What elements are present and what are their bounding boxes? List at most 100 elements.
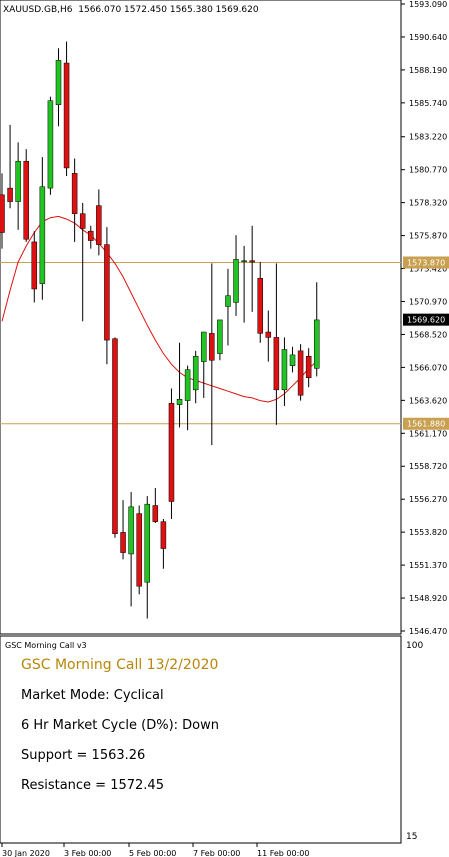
- candle-20: [160, 518, 167, 569]
- indicator-scale-top: 100: [406, 641, 423, 651]
- candle-28: [225, 268, 231, 346]
- bull-candle-body: [217, 319, 223, 354]
- indicator-scale-bottom: 15: [406, 832, 417, 842]
- y-tick-label: 1573.420: [409, 265, 447, 274]
- candle-17: [136, 505, 142, 595]
- candle-31: [249, 225, 255, 312]
- y-tick-label: 1566.070: [409, 363, 447, 372]
- bull-candle-body: [225, 295, 231, 307]
- bear-candle-body: [31, 241, 38, 290]
- bear-candle-body: [96, 205, 102, 245]
- bull-candle-body: [15, 160, 21, 202]
- y-tick-label: 1563.620: [409, 396, 447, 405]
- bear-candle-body: [7, 187, 13, 202]
- candle-30: [241, 245, 247, 323]
- y-tick-label: 1558.720: [409, 462, 447, 471]
- bear-candle-body: [112, 338, 118, 535]
- x-tick-label: 3 Feb 00:00: [64, 849, 111, 857]
- x-tick-label: 7 Feb 00:00: [193, 849, 240, 857]
- x-tick-label: 5 Feb 00:00: [129, 849, 176, 857]
- candle-3: [23, 149, 29, 242]
- candle-16: [128, 492, 134, 607]
- bull-candle-body: [144, 503, 151, 583]
- x-tick-label: 11 Feb 00:00: [257, 849, 309, 857]
- level-price-badge-text: 1573.870: [407, 258, 445, 267]
- candle-39: [313, 282, 320, 377]
- candle-18: [144, 496, 151, 619]
- bull-candle-body: [233, 259, 239, 303]
- y-tick-label: 1556.270: [409, 495, 447, 504]
- candle-1: [7, 124, 13, 209]
- candle-10: [79, 202, 86, 322]
- bear-candle-body: [88, 230, 94, 241]
- y-tick-label: 1580.770: [409, 166, 447, 175]
- bear-candle-body: [257, 277, 263, 334]
- bear-candle-body: [160, 521, 167, 549]
- bear-candle-body: [265, 331, 272, 338]
- bull-candle-body: [128, 506, 134, 555]
- candle-36: [289, 346, 296, 373]
- level-price-badge: [403, 417, 449, 430]
- bear-candle-body: [209, 333, 215, 361]
- morning-call-heading: GSC Morning Call 13/2/2020: [21, 657, 219, 673]
- x-tick-label: 30 Jan 2020: [2, 849, 50, 857]
- candle-32: [257, 262, 263, 343]
- bull-candle-body: [289, 354, 296, 366]
- y-tick-label: 1578.320: [409, 199, 447, 208]
- candle-8: [63, 41, 70, 177]
- market-mode-text: Market Mode: Cyclical: [21, 688, 164, 703]
- candle-23: [184, 365, 191, 431]
- candle-7: [55, 48, 62, 127]
- bear-candle-body: [297, 350, 304, 396]
- bear-candle-body: [249, 260, 255, 263]
- candle-12: [96, 189, 102, 256]
- bear-candle-body: [0, 194, 5, 233]
- bull-candle-body: [55, 60, 62, 105]
- candle-6: [47, 96, 54, 195]
- candle-2: [15, 142, 21, 230]
- candle-34: [273, 263, 280, 425]
- y-tick-label: 1551.370: [409, 561, 447, 570]
- candle-13: [104, 227, 110, 365]
- y-tick-label: 1590.640: [409, 33, 447, 42]
- candle-29: [233, 235, 239, 316]
- indicator-title: GSC Morning Call v3: [5, 641, 87, 650]
- bear-candle-body: [63, 62, 70, 169]
- bull-candle-body: [201, 331, 207, 362]
- current-price-badge: [403, 313, 449, 326]
- market-cycle-text: 6 Hr Market Cycle (D%): Down: [21, 718, 219, 733]
- candle-14: [112, 337, 118, 538]
- candle-22: [176, 342, 183, 428]
- bull-candle-body: [281, 349, 288, 391]
- chart-header: XAUUSD.GB,H6 1566.070 1572.450 1565.380 …: [3, 5, 259, 15]
- bull-candle-body: [184, 369, 191, 401]
- level-price-badge: [403, 256, 449, 269]
- bull-candle-body: [176, 399, 183, 405]
- y-tick-label: 1553.820: [409, 528, 447, 537]
- bear-candle-body: [23, 160, 29, 240]
- moving-average-line: [1, 215, 318, 403]
- candle-9: [71, 158, 78, 242]
- bear-candle-body: [104, 244, 110, 341]
- y-tick-label: 1593.090: [409, 0, 447, 9]
- bull-candle-body: [192, 355, 199, 391]
- level-price-badge-text: 1561.880: [407, 420, 445, 429]
- candle-27: [217, 319, 223, 361]
- bear-candle-body: [152, 505, 159, 522]
- indicator-frame: [0, 635, 402, 844]
- y-tick-label: 1585.740: [409, 99, 447, 108]
- candle-38: [305, 348, 312, 388]
- candle-15: [120, 500, 126, 560]
- bear-candle-body: [71, 173, 78, 214]
- candle-37: [297, 344, 304, 401]
- bear-candle-body: [305, 355, 312, 379]
- y-tick-label: 1570.970: [409, 297, 447, 306]
- bull-candle-body: [39, 186, 46, 284]
- support-text: Support = 1563.26: [21, 748, 146, 763]
- y-tick-label: 1588.190: [409, 66, 447, 75]
- y-tick-label: 1548.920: [409, 594, 447, 603]
- bear-candle-body: [79, 213, 86, 229]
- resistance-text: Resistance = 1572.45: [21, 778, 164, 793]
- bear-candle-body: [136, 513, 142, 587]
